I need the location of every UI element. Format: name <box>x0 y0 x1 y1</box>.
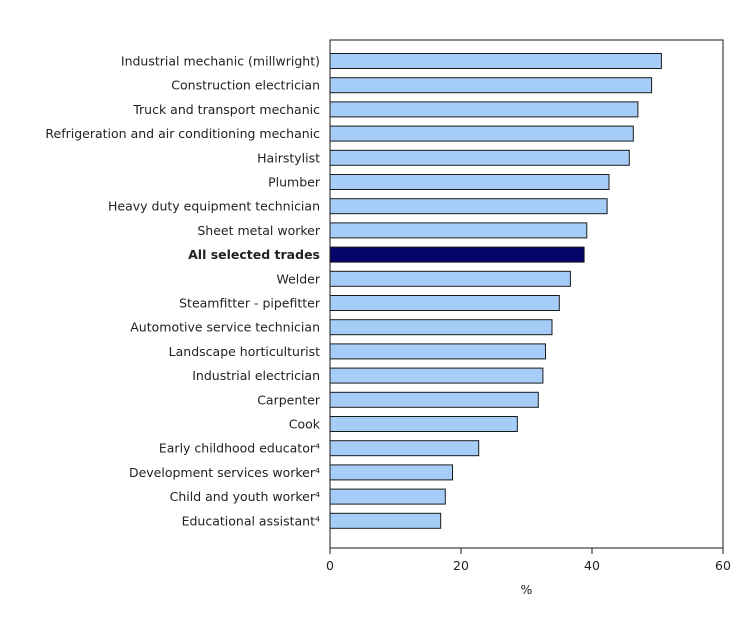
x-tick-label-40: 40 <box>584 558 600 573</box>
category-label-steamfitter-pipefitter: Steamfitter - pipefitter <box>179 296 321 311</box>
bar-refrigeration-and-air-conditioning-mechanic <box>329 125 634 142</box>
x-axis-label: % <box>521 582 533 597</box>
category-label-construction-electrician: Construction electrician <box>171 78 320 93</box>
bar-construction-electrician <box>329 77 653 94</box>
bar-plumber <box>329 174 610 190</box>
category-label-early-childhood-educator: Early childhood educator⁴ <box>159 441 320 456</box>
bar-development-services-worker <box>329 464 453 481</box>
bar-all-selected-trades <box>329 246 585 263</box>
bar-sheet-metal-worker <box>329 222 588 239</box>
bar-landscape-horticulturist <box>329 343 546 360</box>
category-label-carpenter: Carpenter <box>257 392 321 407</box>
category-label-industrial-electrician: Industrial electrician <box>192 368 320 383</box>
category-label-sheet-metal-worker: Sheet metal worker <box>197 223 320 238</box>
category-label-welder: Welder <box>276 271 320 286</box>
x-tick-label-0: 0 <box>326 558 334 573</box>
category-label-heavy-duty-equipment-technician: Heavy duty equipment technician <box>108 199 320 214</box>
x-tick-label-60: 60 <box>715 558 731 573</box>
category-label-industrial-mechanic-millwright: Industrial mechanic (millwright) <box>121 54 320 69</box>
category-label-hairstylist: Hairstylist <box>257 150 320 165</box>
category-label-automotive-service-technician: Automotive service technician <box>130 320 320 335</box>
bar-hairstylist <box>329 149 630 166</box>
bar-industrial-mechanic-millwright <box>329 53 662 69</box>
category-label-child-and-youth-worker: Child and youth worker⁴ <box>170 489 320 504</box>
bar-carpenter <box>329 391 539 408</box>
category-label-educational-assistant: Educational assistant⁴ <box>182 513 320 528</box>
bar-welder <box>329 270 571 287</box>
bar-early-childhood-educator <box>329 440 480 457</box>
category-label-truck-and-transport-mechanic: Truck and transport mechanic <box>132 102 320 117</box>
bar-educational-assistant <box>329 512 442 529</box>
category-label-refrigeration-and-air-conditioning-mechanic: Refrigeration and air conditioning mecha… <box>45 126 320 141</box>
bar-industrial-electrician <box>329 367 544 384</box>
category-label-cook: Cook <box>289 417 321 432</box>
bar-cook <box>329 416 518 432</box>
bar-steamfitter-pipefitter <box>329 295 560 311</box>
category-label-all-selected-trades: All selected trades <box>188 247 320 262</box>
category-label-development-services-worker: Development services worker⁴ <box>129 465 320 480</box>
bar-heavy-duty-equipment-technician <box>329 198 608 215</box>
category-label-plumber: Plumber <box>268 175 321 190</box>
category-label-landscape-horticulturist: Landscape horticulturist <box>169 344 320 359</box>
plot-frame <box>329 39 724 549</box>
bar-child-and-youth-worker <box>329 488 446 505</box>
bar-automotive-service-technician <box>329 319 553 336</box>
bar-truck-and-transport-mechanic <box>329 101 639 118</box>
x-tick-label-20: 20 <box>453 558 469 573</box>
